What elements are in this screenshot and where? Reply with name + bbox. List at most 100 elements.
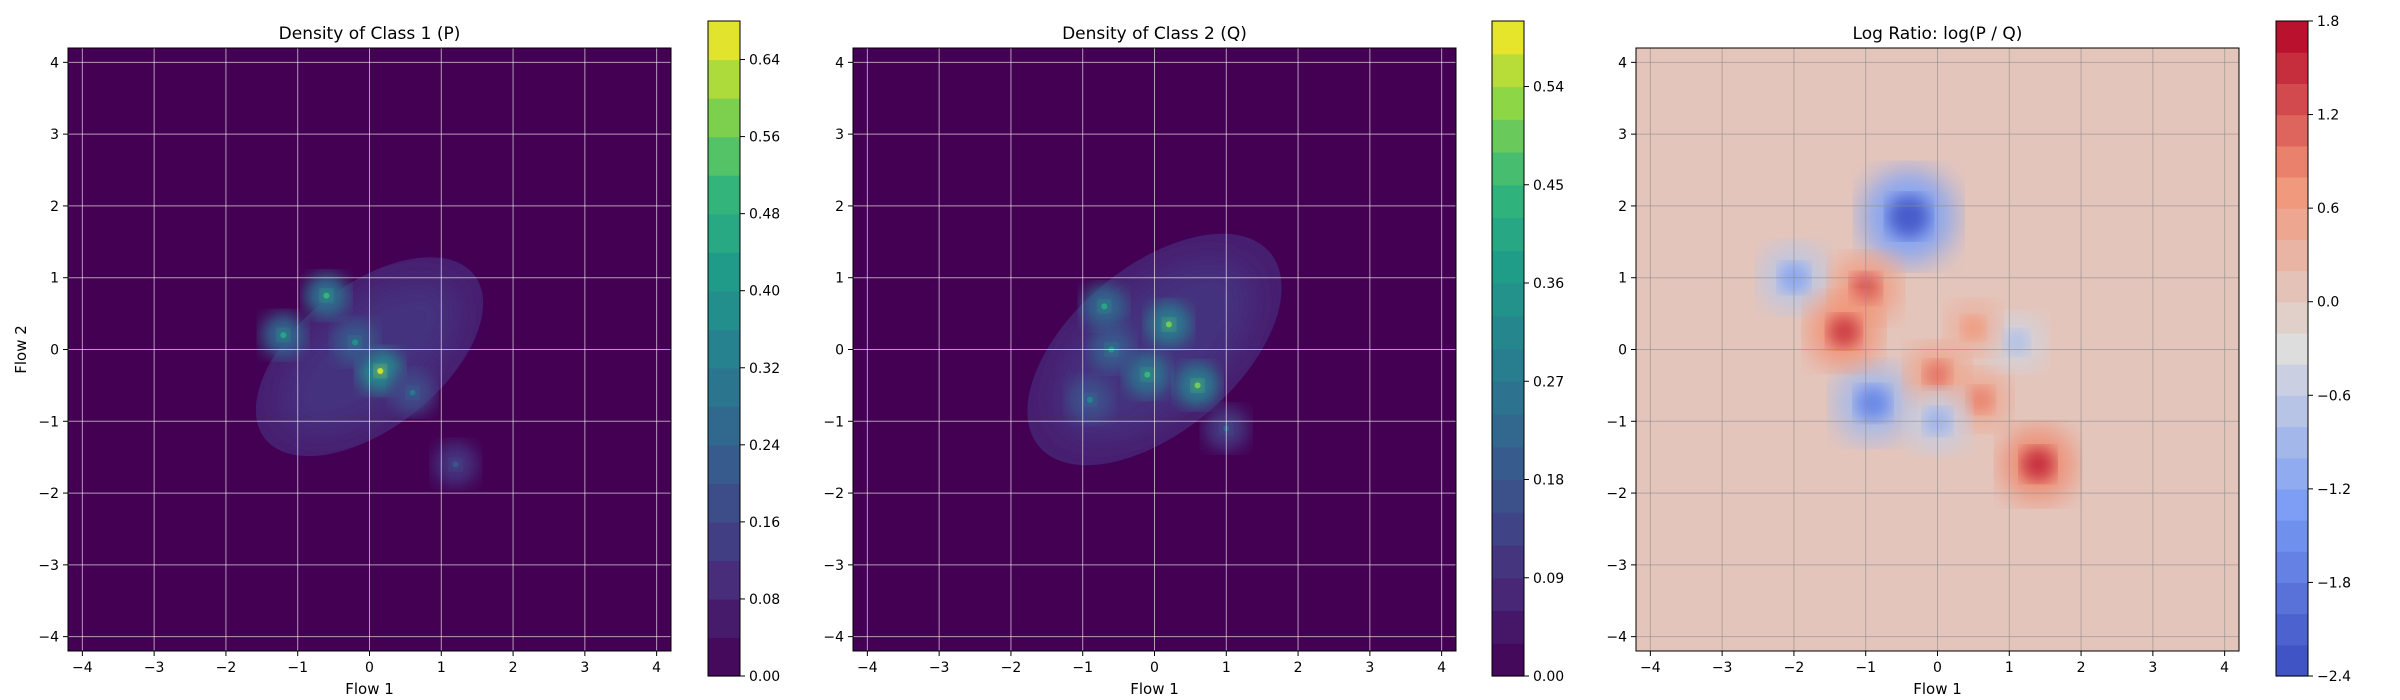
colorbar-segment — [1492, 479, 1524, 513]
x-tick-label: 3 — [1365, 660, 1374, 676]
x-tick-label: −4 — [857, 660, 878, 676]
density-peak-center — [352, 339, 359, 346]
chart-panel-3: −4 −3 −2 −1 0 1 2 3 4 −4 −3 −2 −1 0 1 2 3 4 Log Ratio: log… — [1606, 14, 2351, 698]
y-tick-label: −3 — [1606, 558, 1627, 574]
colorbar-segment — [2276, 395, 2308, 428]
colorbar-tick-label: 0.6 — [2317, 201, 2339, 217]
colorbar-segment — [708, 213, 740, 253]
colorbar-segment — [1492, 381, 1524, 415]
colorbar-segment — [708, 329, 740, 369]
y-tick-label: −1 — [1606, 414, 1627, 430]
colorbar-frame — [707, 20, 741, 677]
y-tick-label: −4 — [38, 630, 59, 646]
y-tick-label: 3 — [835, 127, 844, 143]
y-tick-label: −1 — [38, 414, 59, 430]
colorbar-segment — [708, 406, 740, 446]
colorbar-segment — [2276, 613, 2308, 646]
colorbar-tick-label: 0.64 — [749, 53, 780, 69]
grid — [853, 48, 1456, 651]
ratio-feature — [2021, 447, 2055, 482]
y-tick-label: −4 — [1606, 630, 1627, 646]
colorbar-segment — [1492, 86, 1524, 120]
colorbar-segment — [2276, 21, 2308, 53]
colorbar-tick-label: 0.27 — [1533, 374, 1564, 390]
y-tick-label: −2 — [1606, 486, 1627, 502]
colorbar-segment — [1492, 53, 1524, 88]
x-tick-label: 0 — [1150, 660, 1159, 676]
colorbar-tick-label: 0.0 — [2317, 295, 2339, 311]
x-axis-label: Flow 1 — [345, 680, 394, 698]
colorbar-segment — [708, 290, 740, 330]
colorbar-segment — [1492, 610, 1524, 644]
colorbar-segment — [1492, 21, 1524, 55]
colorbar-segment — [2276, 52, 2308, 84]
colorbar-tick-label: 0.00 — [749, 669, 780, 685]
chart-title: Density of Class 1 (P) — [279, 24, 461, 44]
chart-panel-2: −4 −3 −2 −1 0 1 2 3 4 −4 −3 −2 −1 0 1 2 3 4 Density of Cla… — [823, 20, 1564, 698]
colorbar-segment — [2276, 270, 2308, 303]
colorbar-segment — [2276, 488, 2308, 521]
y-tick-label: −2 — [823, 486, 844, 502]
x-tick-label: 0 — [365, 660, 374, 676]
colorbar-tick-label: 0.18 — [1533, 473, 1564, 489]
ratio-feature — [2004, 330, 2029, 355]
y-tick-label: 2 — [50, 199, 59, 215]
colorbar-tick-label: 1.8 — [2317, 14, 2339, 30]
colorbar-tick-label: 0.09 — [1533, 571, 1564, 587]
colorbar-segment — [2276, 582, 2308, 615]
colorbar-tick-label: 0.36 — [1533, 276, 1564, 292]
colorbar-tick-label: 0.08 — [749, 592, 780, 608]
colorbar-segment — [708, 59, 740, 99]
x-tick-label: −3 — [144, 660, 165, 676]
density-peak-center — [409, 389, 416, 396]
y-tick-label: 0 — [835, 343, 844, 359]
colorbar-tick-label: 0.45 — [1533, 178, 1564, 194]
density-peak-center — [1165, 321, 1172, 328]
colorbar-segment — [2276, 644, 2308, 677]
chart-title: Density of Class 2 (Q) — [1062, 24, 1247, 44]
x-axis-label: Flow 1 — [1130, 680, 1179, 698]
colorbar-segment — [1492, 250, 1524, 284]
colorbar-segment — [2276, 364, 2308, 396]
y-tick-label: 2 — [1618, 199, 1627, 215]
y-tick-label: 2 — [835, 199, 844, 215]
x-tick-label: 0 — [1933, 660, 1942, 676]
colorbar-segment — [708, 367, 740, 407]
colorbar-segment — [2276, 176, 2308, 209]
y-tick-label: 1 — [835, 271, 844, 287]
colorbar-segment — [2276, 239, 2308, 272]
x-tick-label: 1 — [2005, 660, 2014, 676]
ratio-feature — [1961, 316, 1986, 340]
colorbar-segment — [2276, 332, 2308, 365]
y-axis-label: Flow 2 — [12, 325, 30, 374]
colorbar-segment — [708, 637, 740, 677]
colorbar: 0.00 0.09 0.18 0.27 0.36 0.45 0.54 — [1491, 20, 1564, 685]
colorbar-segment — [708, 444, 740, 484]
colorbar-tick-label: −1.2 — [2317, 482, 2351, 498]
colorbar-segment — [2276, 520, 2308, 552]
colorbar-tick-label: 0.24 — [749, 438, 780, 454]
x-tick-label: 2 — [1294, 660, 1303, 676]
x-tick-label: 4 — [652, 660, 661, 676]
y-tick-label: 3 — [50, 127, 59, 143]
colorbar-segment — [1492, 414, 1524, 448]
colorbar: 0.00 0.08 0.16 0.24 0.32 0.40 0.48 0.56 0.64 — [707, 20, 780, 685]
density-peak-center — [1194, 382, 1201, 389]
colorbar-segment — [2276, 301, 2308, 334]
colorbar-tick-label: −0.6 — [2317, 388, 2351, 404]
x-tick-label: 2 — [2077, 660, 2086, 676]
colorbar-tick-label: 0.40 — [749, 284, 780, 300]
y-tick-label: 1 — [50, 271, 59, 287]
colorbar-segment — [2276, 551, 2308, 584]
colorbar-segment — [2276, 145, 2308, 178]
colorbar-tick-label: 0.54 — [1533, 80, 1564, 96]
chart-title: Log Ratio: log(P / Q) — [1853, 24, 2023, 44]
colorbar: −2.4 −1.8 −1.2 −0.6 0.0 0.6 1.2 1.8 — [2275, 14, 2351, 685]
colorbar-segment — [1492, 348, 1524, 382]
colorbar-segment — [2276, 83, 2308, 116]
colorbar-segment — [2276, 426, 2308, 459]
x-tick-label: 4 — [2220, 660, 2229, 676]
x-tick-label: −1 — [1855, 660, 1876, 676]
colorbar-segment — [1492, 512, 1524, 546]
